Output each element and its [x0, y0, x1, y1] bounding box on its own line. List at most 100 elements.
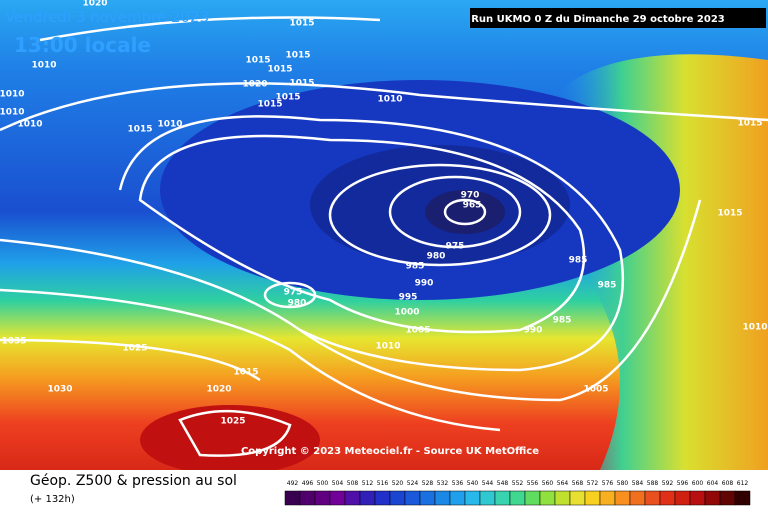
scale-cell: [314, 490, 331, 506]
scale-label: 504: [332, 480, 344, 487]
isobar-label: 1020: [242, 80, 267, 90]
scale-label: 496: [302, 480, 314, 487]
scale-label: 568: [572, 480, 584, 487]
scale-cell: [524, 490, 541, 506]
isobar-label: 965: [463, 201, 482, 211]
isobar-label: 1015: [289, 79, 314, 89]
scale-label: 588: [647, 480, 659, 487]
isobar-label: 1010: [0, 108, 25, 118]
map: [0, 0, 768, 475]
scale-cell: [299, 490, 316, 506]
scale-label: 608: [722, 480, 734, 487]
isobar-label: 980: [288, 299, 307, 309]
scale-label: 612: [737, 480, 749, 487]
scale-cell: [464, 490, 481, 506]
scale-label: 524: [407, 480, 419, 487]
time: 13:00 locale: [14, 33, 151, 57]
scale-label: 580: [617, 480, 629, 487]
isobar-label: 1025: [220, 417, 245, 427]
scale-label: 508: [347, 480, 359, 487]
scale-cell: [509, 490, 526, 506]
isobar-label: 1010: [377, 95, 402, 105]
scale-cell: [404, 490, 421, 506]
scale-label: 552: [512, 480, 524, 487]
scale-cell: [734, 490, 751, 506]
isobar-label: 1010: [31, 61, 56, 71]
isobar-label: 1015: [285, 51, 310, 61]
scale-cell: [539, 490, 556, 506]
isobar-label: 975: [446, 242, 465, 252]
isobar-label: 1025: [122, 344, 147, 354]
scale-cell: [614, 490, 631, 506]
scale-cell: [599, 490, 616, 506]
scale-cell: [344, 490, 361, 506]
scale-label: 592: [662, 480, 674, 487]
scale-cell: [359, 490, 376, 506]
isobar-label: 1015: [275, 93, 300, 103]
scale-label: 584: [632, 480, 644, 487]
isobar-label: 975: [284, 288, 303, 298]
isobar-label: 1030: [47, 385, 72, 395]
scale-label: 516: [377, 480, 389, 487]
isobar-label: 985: [406, 262, 425, 272]
isobar-label: 1010: [17, 120, 42, 130]
scale-cell: [449, 490, 466, 506]
scale-cell: [704, 490, 721, 506]
scale-label: 512: [362, 480, 374, 487]
isobar-label: 1005: [583, 385, 608, 395]
scale-label: 572: [587, 480, 599, 487]
isobar-label: 985: [598, 281, 617, 291]
scale-cell: [569, 490, 586, 506]
scale-label: 564: [557, 480, 569, 487]
isobar-label: 1035: [1, 337, 26, 347]
isobar-label: 980: [427, 252, 446, 262]
scale-label: 548: [497, 480, 509, 487]
scale-cell: [659, 490, 676, 506]
isobar-label: 1015: [267, 65, 292, 75]
scale-cell: [674, 490, 691, 506]
scale-cell: [494, 490, 511, 506]
scale-label: 532: [437, 480, 449, 487]
date: Vendredi 3 novembre 2023: [5, 8, 209, 26]
run-info: Run UKMO 0 Z du Dimanche 29 octobre 2023: [471, 14, 725, 25]
scale-cell: [629, 490, 646, 506]
scale-label: 500: [317, 480, 329, 487]
scale-cell: [374, 490, 391, 506]
isobar-label: 995: [399, 293, 418, 303]
isobar-label: 970: [461, 191, 480, 201]
footer-title: Géop. Z500 & pression au sol: [30, 473, 237, 489]
isobar-label: 1015: [127, 125, 152, 135]
scale-label: 576: [602, 480, 614, 487]
scale-label: 492: [287, 480, 299, 487]
isobar-label: 985: [569, 256, 588, 266]
isobar-label: 1010: [157, 120, 182, 130]
scale-label: 528: [422, 480, 434, 487]
scale-label: 600: [692, 480, 704, 487]
isobar-label: 1015: [257, 100, 282, 110]
scale-label: 556: [527, 480, 539, 487]
isobar-label: 1015: [245, 56, 270, 66]
isobar-label: 1010: [742, 323, 767, 333]
scale-cell: [689, 490, 706, 506]
isobar-label: 1020: [206, 385, 231, 395]
scale-cell: [584, 490, 601, 506]
isobar-label: 1010: [0, 90, 25, 100]
scale-cell: [329, 490, 346, 506]
isobar-label: 1015: [233, 368, 258, 378]
scale-cell: [479, 490, 496, 506]
scale-cell: [719, 490, 736, 506]
scale-cell: [389, 490, 406, 506]
lead-time: (+ 132h): [30, 494, 75, 505]
scale-label: 540: [467, 480, 479, 487]
scale-cell: [419, 490, 436, 506]
scale-label: 604: [707, 480, 719, 487]
isobar-label: 1010: [375, 342, 400, 352]
scale-label: 596: [677, 480, 689, 487]
isobar-label: 985: [553, 316, 572, 326]
scale-cell: [554, 490, 571, 506]
isobar-label: 1015: [717, 209, 742, 219]
isobar-label: 1015: [289, 19, 314, 29]
scale-cell: [644, 490, 661, 506]
